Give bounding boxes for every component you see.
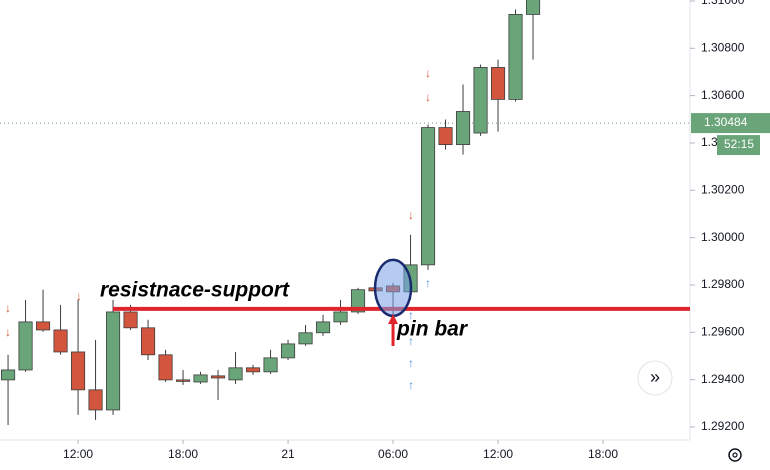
settings-icon[interactable] [728,448,742,462]
pin-bar-arrowhead [388,314,399,324]
candle-body [280,343,296,359]
candle-body [333,311,348,323]
candle-body [473,67,488,134]
y-tick-label: 1.29600 [701,324,745,338]
x-tick-label: 06:00 [378,447,408,461]
y-tick-label: 1.30600 [701,88,745,102]
svg-text:↑: ↑ [408,356,414,370]
svg-text:↓: ↓ [76,289,82,303]
candle-body [35,321,51,331]
candle-body [438,127,453,146]
candle-body [228,367,243,381]
candle-body [315,321,331,334]
candle-body [140,327,156,356]
y-tick-label: 1.30000 [701,230,745,244]
candle-body [455,111,471,146]
candle-body [158,354,173,381]
svg-text:↓: ↓ [5,301,11,315]
candle-body [525,0,541,15]
x-tick-label: 18:00 [588,447,618,461]
y-tick-label: 1.31000 [701,0,745,7]
svg-text:↑: ↑ [425,276,431,290]
x-tick-label: 21 [281,447,295,461]
signal-arrows: ↓ ↓ ↓ ↓ ↓ ↓ ↑ ↑ ↑ ↑ ↑ [5,66,431,392]
candle-body [175,379,191,382]
y-tick-label: 1.30800 [701,40,745,54]
y-tick-label: 1.29200 [701,419,745,433]
candle-body [18,321,33,371]
candle-body [490,67,506,100]
candle-body [263,357,278,373]
y-tick-label: 1.30200 [701,182,745,196]
y-tick-label: 1.29400 [701,372,745,386]
last-price-box [691,113,770,134]
y-tick-label: 1.29800 [701,277,745,291]
svg-text:↓: ↓ [408,208,414,222]
candle-body [420,127,436,266]
svg-text:↑: ↑ [408,308,414,322]
svg-text:↓: ↓ [5,325,11,339]
svg-text:↓: ↓ [425,66,431,80]
last-price-label: 1.30484 [704,115,748,129]
candle-body [298,332,313,345]
candle-body [193,374,208,383]
candle-body [508,14,523,100]
svg-text:↓: ↓ [425,90,431,104]
x-tick-label: 18:00 [168,447,198,461]
candle-body [53,329,68,353]
candle-body [350,289,366,313]
scroll-icon: » [650,367,660,387]
candle-body [245,367,261,373]
candle-body [70,351,86,391]
x-tick-label: 12:00 [63,447,93,461]
candle-body [123,311,138,329]
candle-body [210,375,226,379]
pin-bar-highlight [373,258,413,318]
svg-text:↑: ↑ [408,334,414,348]
candle-body [0,369,16,381]
countdown-label: 52:15 [724,137,754,151]
candle-body [88,389,103,411]
candle-body [105,311,121,411]
x-tick-label: 12:00 [483,447,513,461]
svg-text:↑: ↑ [408,378,414,392]
scroll-button[interactable] [637,360,673,396]
countdown-box [717,135,760,156]
pin-bar-label: pin bar [396,318,469,341]
support-label: resistnace-support [100,278,290,301]
